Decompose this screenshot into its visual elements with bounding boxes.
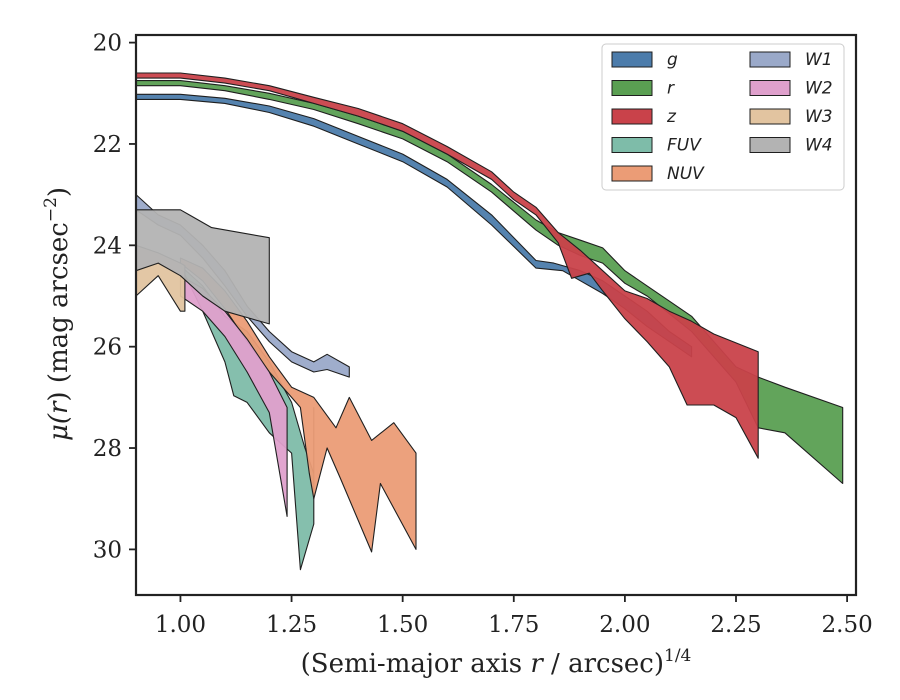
x-axis: 1.00 1.25 1.50 1.75 2.00 2.25 2.50	[155, 595, 873, 638]
legend-swatch-z	[611, 108, 653, 125]
x-tick-label: 1.25	[266, 612, 317, 638]
y-tick-label: 26	[93, 335, 122, 361]
legend-label-w2: W2	[805, 79, 833, 99]
legend: grz FUV NUV W1 W2 W3 W4	[601, 43, 845, 191]
legend-swatch-w2	[749, 80, 791, 96]
series-layer	[135, 72, 844, 571]
legend-label-nuv: NUV	[667, 164, 705, 184]
y-tick-label: 20	[93, 31, 122, 57]
x-tick-label: 1.50	[377, 612, 428, 638]
series-band-w4	[135, 209, 270, 325]
y-tick-label: 28	[93, 436, 122, 462]
y-tick-label: 22	[93, 132, 122, 158]
legend-swatch-w1	[749, 51, 791, 68]
series-band-z	[135, 72, 759, 459]
legend-swatch-w3	[749, 108, 791, 125]
legend-label-g: g	[667, 50, 678, 70]
x-tick-label: 2.25	[710, 612, 761, 638]
legend-swatch-g	[611, 51, 653, 68]
legend-swatch-nuv	[611, 165, 653, 182]
y-tick-label: 30	[93, 537, 122, 563]
legend-label-w1: W1	[805, 50, 833, 70]
plot-frame	[134, 33, 858, 597]
y-tick-label: 24	[93, 233, 122, 259]
x-tick-label: 1.75	[488, 612, 539, 638]
x-tick-label: 2.00	[599, 612, 650, 638]
legend-label-r: r	[667, 79, 675, 99]
x-axis-title: (Semi-major axis r / arcsec)1/4	[301, 646, 692, 679]
legend-swatch-w4	[749, 137, 791, 153]
legend-swatch-r	[611, 80, 653, 96]
series-band-r	[135, 80, 844, 485]
legend-label-z: z	[666, 107, 677, 127]
y-axis-title: μ(r) (mag arcsec−2)	[41, 187, 74, 441]
x-tick-label: 1.00	[155, 612, 206, 638]
y-axis: 20 22 24 26 28 30	[93, 31, 136, 563]
x-tick-label: 2.50	[822, 612, 873, 638]
legend-label-w4: W4	[805, 136, 833, 156]
legend-swatch-fuv	[611, 137, 653, 153]
legend-label-w3: W3	[805, 107, 833, 127]
legend-label-fuv: FUV	[667, 136, 702, 156]
